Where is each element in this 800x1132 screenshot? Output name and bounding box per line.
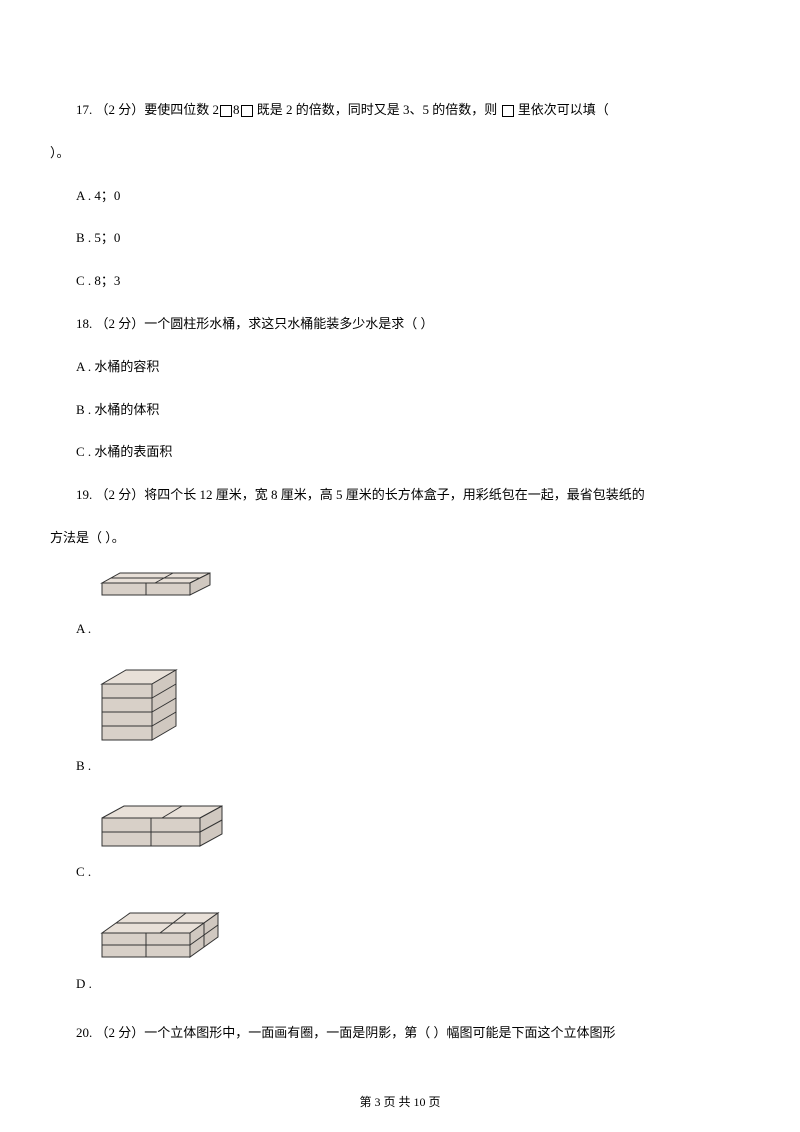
box-figure-a	[100, 571, 750, 611]
q19-option-a: A .	[50, 619, 750, 640]
question-18: 18. （2 分）一个圆柱形水桶，求这只水桶能装多少水是求（ ）	[50, 314, 750, 335]
blank-box-icon	[241, 105, 253, 117]
q17-option-b: B . 5；0	[50, 228, 750, 249]
q19-option-b: B .	[50, 756, 750, 777]
q17-suffix: 既是 2 的倍数，同时又是 3、5 的倍数，则	[254, 102, 501, 117]
q19-option-b-block: B .	[50, 668, 750, 777]
q17-option-a: A . 4；0	[50, 186, 750, 207]
question-19: 19. （2 分）将四个长 12 厘米，宽 8 厘米，高 5 厘米的长方体盒子，…	[50, 485, 750, 506]
q17-num1: 2	[213, 102, 220, 117]
q17-continue: ）。	[50, 143, 750, 164]
page-footer: 第 3 页 共 10 页	[0, 1093, 800, 1112]
q19-continue: 方法是（ ）。	[50, 528, 750, 549]
blank-box-icon	[220, 105, 232, 117]
q18-option-c: C . 水桶的表面积	[50, 442, 750, 463]
q19-option-c-block: C .	[50, 804, 750, 883]
box-figure-c	[100, 804, 750, 854]
box-figure-d	[100, 911, 750, 966]
q19-option-d: D .	[50, 974, 750, 995]
q19-option-a-block: A .	[50, 571, 750, 640]
question-17: 17. （2 分）要使四位数 28 既是 2 的倍数，同时又是 3、5 的倍数，…	[50, 100, 750, 121]
q19-option-d-block: D .	[50, 911, 750, 995]
blank-box-icon	[502, 105, 514, 117]
box-figure-b	[100, 668, 750, 748]
q17-suffix2: 里依次可以填（	[515, 102, 609, 117]
q18-option-a: A . 水桶的容积	[50, 357, 750, 378]
q17-num2: 8	[233, 102, 240, 117]
q18-option-b: B . 水桶的体积	[50, 400, 750, 421]
q19-option-c: C .	[50, 862, 750, 883]
q17-option-c: C . 8；3	[50, 271, 750, 292]
question-20: 20. （2 分）一个立体图形中，一面画有圈，一面是阴影，第（ ）幅图可能是下面…	[50, 1023, 750, 1044]
q17-prefix: 17. （2 分）要使四位数	[76, 102, 213, 117]
